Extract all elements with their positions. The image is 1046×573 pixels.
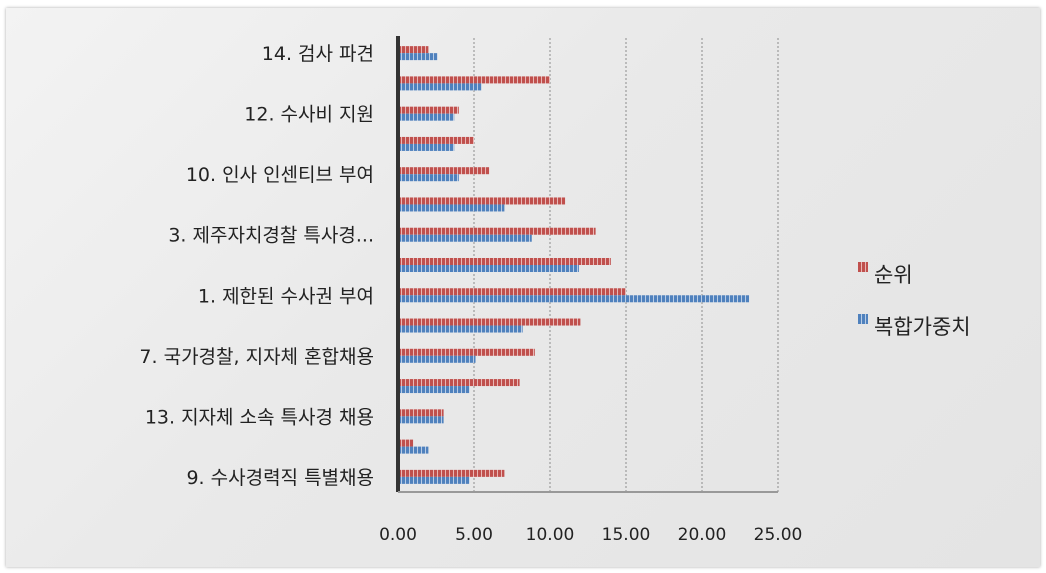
bar-rank xyxy=(400,439,414,447)
bar-chart: 9. 수사경력직 특별채용 13. 지자체 소속 특사경 채용 7. 국가경찰, 지… xyxy=(139,36,971,545)
x-tick-label: 20.00 xyxy=(678,525,727,545)
bar-weight xyxy=(400,143,455,151)
bar-rank xyxy=(400,288,626,296)
bar-weight xyxy=(400,83,482,91)
legend-swatch xyxy=(858,262,868,272)
bar-weight xyxy=(400,265,579,272)
category-label: 10. 인사 인센티브 부여 xyxy=(186,164,374,186)
bar-weight xyxy=(400,113,455,121)
legend-label: 순위 xyxy=(874,263,913,287)
axes xyxy=(396,36,778,493)
bar-rank xyxy=(400,258,611,265)
x-tick-label: 10.00 xyxy=(526,525,575,545)
category-label: 9. 수사경력직 특별채용 xyxy=(186,467,374,489)
bar-weight xyxy=(400,295,750,303)
legend-label: 복합가중치 xyxy=(874,315,971,339)
category-label: 13. 지자체 소속 특사경 채용 xyxy=(145,406,374,428)
bar-rank xyxy=(400,409,444,417)
category-label: 1. 제한된 수사권 부여 xyxy=(198,285,374,307)
bar-weight xyxy=(400,234,532,242)
bar-rank xyxy=(400,136,474,144)
labels: 9. 수사경력직 특별채용 13. 지자체 소속 특사경 채용 7. 국가경찰, 지… xyxy=(139,43,802,545)
bar-rank xyxy=(400,348,535,356)
x-tick-label: 15.00 xyxy=(602,525,651,545)
bar-weight xyxy=(400,446,429,454)
bar-rank xyxy=(400,379,520,387)
bars xyxy=(400,46,750,484)
bar-weight xyxy=(400,204,505,212)
x-tick-label: 25.00 xyxy=(754,525,803,545)
category-label: 14. 검사 파견 xyxy=(262,43,374,65)
bar-rank xyxy=(400,469,505,477)
category-label: 7. 국가경찰, 지자체 혼합채용 xyxy=(139,346,374,368)
bar-rank xyxy=(400,76,550,84)
x-tick-label: 5.00 xyxy=(455,525,493,545)
bar-rank xyxy=(400,197,566,205)
x-tick-label: 0.00 xyxy=(379,525,417,545)
bar-rank xyxy=(400,167,490,175)
bar-weight xyxy=(400,476,470,484)
category-label: 12. 수사비 지원 xyxy=(244,104,374,126)
category-label: 3. 제주자치경찰 특사경... xyxy=(168,225,374,247)
bar-weight xyxy=(400,53,438,61)
bar-rank xyxy=(400,46,429,54)
bar-rank xyxy=(400,227,596,235)
bar-weight xyxy=(400,416,444,424)
bar-weight xyxy=(400,325,523,333)
chart-panel: 9. 수사경력직 특별채용 13. 지자체 소속 특사경 채용 7. 국가경찰, 지… xyxy=(6,8,1040,567)
bar-weight xyxy=(400,355,476,363)
bar-rank xyxy=(400,106,459,114)
bar-rank xyxy=(400,318,581,326)
bar-weight xyxy=(400,174,459,182)
bar-weight xyxy=(400,386,470,394)
legend-swatch xyxy=(858,314,868,324)
